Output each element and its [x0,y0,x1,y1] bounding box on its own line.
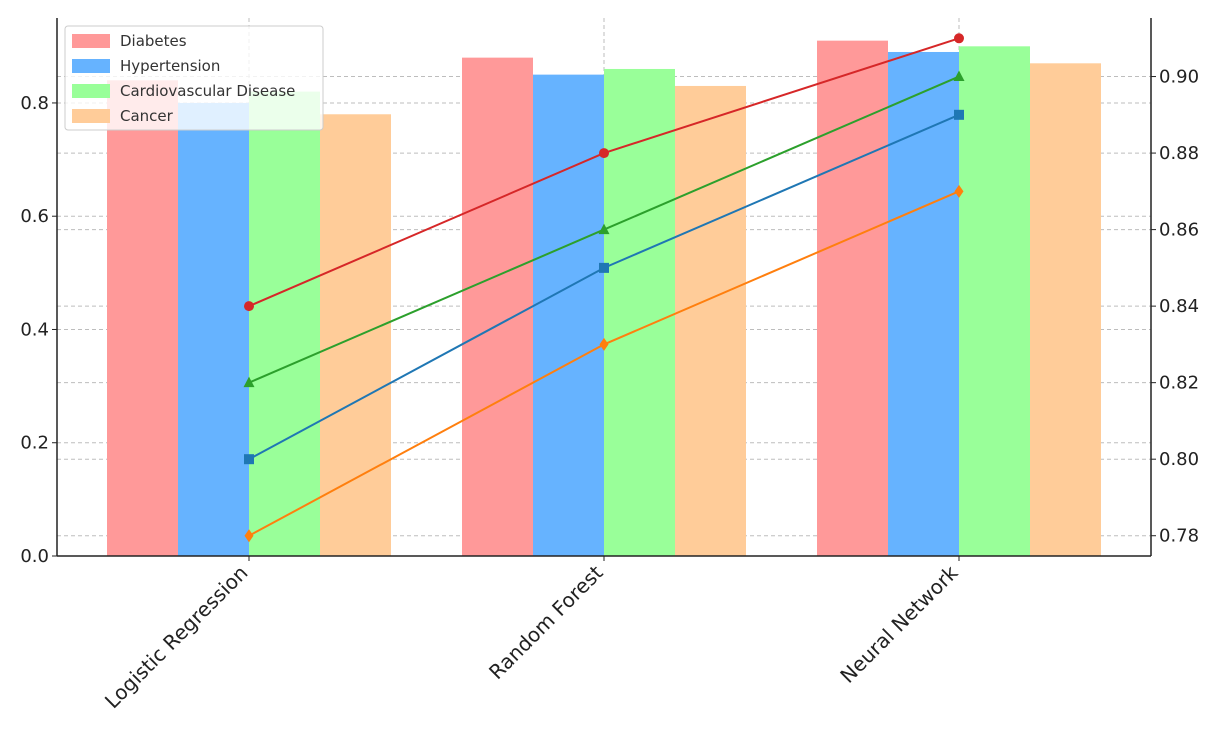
y-tick-label-right: 0.80 [1159,449,1199,470]
legend-swatch-cancer [72,109,110,123]
point-diabetes-neural-network [954,33,964,44]
y-tick-label-left: 0.0 [20,546,49,567]
bar-hypertension-logistic-regression [178,102,249,557]
bars [107,40,1101,557]
legend-label-diabetes: Diabetes [120,32,187,50]
legend-label-cancer: Cancer [120,107,174,125]
y-tick-label-right: 0.86 [1159,220,1199,241]
bar-cardiovascular-disease-logistic-regression [249,91,320,556]
bar-cancer-random-forest [675,85,746,557]
legend: Diabetes Hypertension Cardiovascular Disea… [64,25,324,131]
legend-label-hypertension: Hypertension [120,57,220,75]
y-tick-label-left: 0.8 [20,93,49,114]
y-tick-label-right: 0.90 [1159,67,1199,88]
point-cardiovascular-disease-logistic-regression [243,376,255,388]
bar-cancer-neural-network [1030,63,1101,556]
bar-cancer-logistic-regression [320,114,391,556]
bar-hypertension-random-forest [533,74,604,556]
bar-diabetes-logistic-regression [107,80,178,556]
legend-label-cardiovascular-disease: Cardiovascular Disease [120,82,295,100]
point-hypertension-random-forest [599,262,609,273]
point-diabetes-random-forest [599,148,609,159]
point-cancer-random-forest [599,337,609,351]
line-series [243,33,965,543]
legend-box [64,25,324,131]
point-cancer-neural-network [954,184,964,198]
point-diabetes-logistic-regression [244,301,254,312]
bar-diabetes-random-forest [462,57,533,557]
point-cardiovascular-disease-neural-network [953,70,965,82]
legend-swatch-cardiovascular-disease [72,84,110,98]
y-tick-label-left: 0.4 [20,319,49,340]
point-cardiovascular-disease-random-forest [598,223,610,235]
bar-hypertension-neural-network [888,51,959,557]
y-tick-label-right: 0.82 [1159,373,1199,394]
point-hypertension-logistic-regression [244,454,254,465]
point-hypertension-neural-network [954,109,964,120]
bar-diabetes-neural-network [817,40,888,556]
y-tick-label-left: 0.2 [20,433,49,454]
point-cancer-logistic-regression [244,529,254,543]
x-tick-label-random-forest: Random Forest [484,560,608,684]
y-tick-label-right: 0.88 [1159,143,1199,164]
y-tick-label-left: 0.6 [20,206,49,227]
y-tick-label-right: 0.78 [1159,526,1199,547]
legend-swatch-hypertension [72,59,110,73]
y-tick-label-right: 0.84 [1159,296,1199,317]
legend-swatch-diabetes [72,34,110,48]
x-tick-label-neural-network: Neural Network [835,560,962,687]
x-tick-label-logistic-regression: Logistic Regression [100,561,253,714]
bar-cardiovascular-disease-neural-network [959,46,1030,556]
